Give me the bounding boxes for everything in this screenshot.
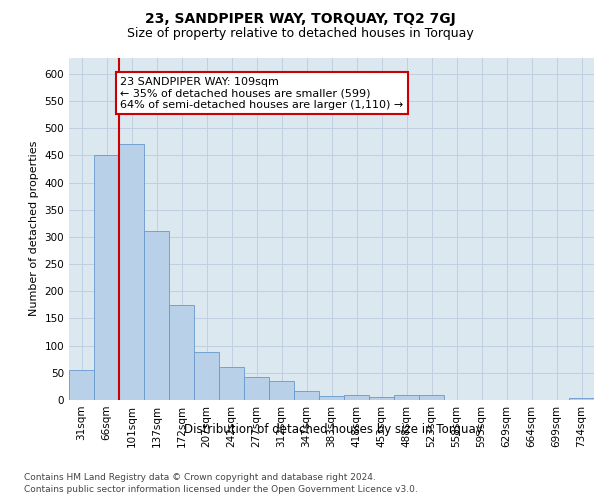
Text: Size of property relative to detached houses in Torquay: Size of property relative to detached ho…: [127, 28, 473, 40]
Bar: [219, 368, 244, 400]
Bar: [294, 391, 319, 400]
Y-axis label: Number of detached properties: Number of detached properties: [29, 141, 39, 316]
Bar: [419, 395, 444, 400]
Text: 23, SANDPIPER WAY, TORQUAY, TQ2 7GJ: 23, SANDPIPER WAY, TORQUAY, TQ2 7GJ: [145, 12, 455, 26]
Bar: [569, 398, 594, 400]
Bar: [269, 381, 294, 400]
Text: Contains HM Land Registry data © Crown copyright and database right 2024.: Contains HM Land Registry data © Crown c…: [24, 472, 376, 482]
Text: Contains public sector information licensed under the Open Government Licence v3: Contains public sector information licen…: [24, 485, 418, 494]
Bar: [319, 396, 344, 400]
Bar: [119, 144, 144, 400]
Bar: [369, 398, 394, 400]
Text: 23 SANDPIPER WAY: 109sqm
← 35% of detached houses are smaller (599)
64% of semi-: 23 SANDPIPER WAY: 109sqm ← 35% of detach…: [120, 76, 404, 110]
Bar: [69, 370, 94, 400]
Bar: [94, 156, 119, 400]
Bar: [344, 394, 369, 400]
Text: Distribution of detached houses by size in Torquay: Distribution of detached houses by size …: [184, 422, 482, 436]
Bar: [144, 232, 169, 400]
Bar: [244, 376, 269, 400]
Bar: [394, 395, 419, 400]
Bar: [194, 352, 219, 400]
Bar: [169, 305, 194, 400]
